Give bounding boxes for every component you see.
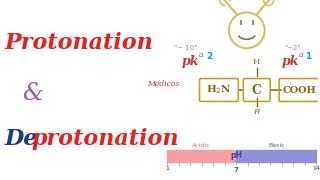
Text: protonation: protonation <box>32 128 179 150</box>
Bar <box>167 150 236 162</box>
Text: pk: pk <box>282 55 299 68</box>
Text: R: R <box>253 108 260 116</box>
Text: C: C <box>252 84 262 96</box>
Text: 7: 7 <box>234 167 238 173</box>
Text: &: & <box>22 82 43 105</box>
Text: Medicos: Medicos <box>147 80 180 88</box>
Text: Acidic: Acidic <box>192 143 211 148</box>
Bar <box>236 150 316 162</box>
Text: De: De <box>5 128 38 150</box>
Text: 2: 2 <box>206 52 212 61</box>
Text: "~2": "~2" <box>284 45 301 51</box>
Text: COOH: COOH <box>283 86 316 94</box>
Text: H: H <box>253 58 260 66</box>
Text: a: a <box>299 51 303 59</box>
Text: 1: 1 <box>306 52 312 61</box>
Text: Basic: Basic <box>268 143 284 148</box>
Text: pk: pk <box>182 55 199 68</box>
Text: a: a <box>199 51 204 59</box>
Text: 14: 14 <box>312 166 320 171</box>
Text: pH: pH <box>230 151 242 160</box>
Text: Protonation: Protonation <box>5 32 154 54</box>
Text: H$_2$N: H$_2$N <box>206 84 232 96</box>
Text: 1: 1 <box>165 166 169 171</box>
Text: "~ 10": "~ 10" <box>174 45 197 51</box>
